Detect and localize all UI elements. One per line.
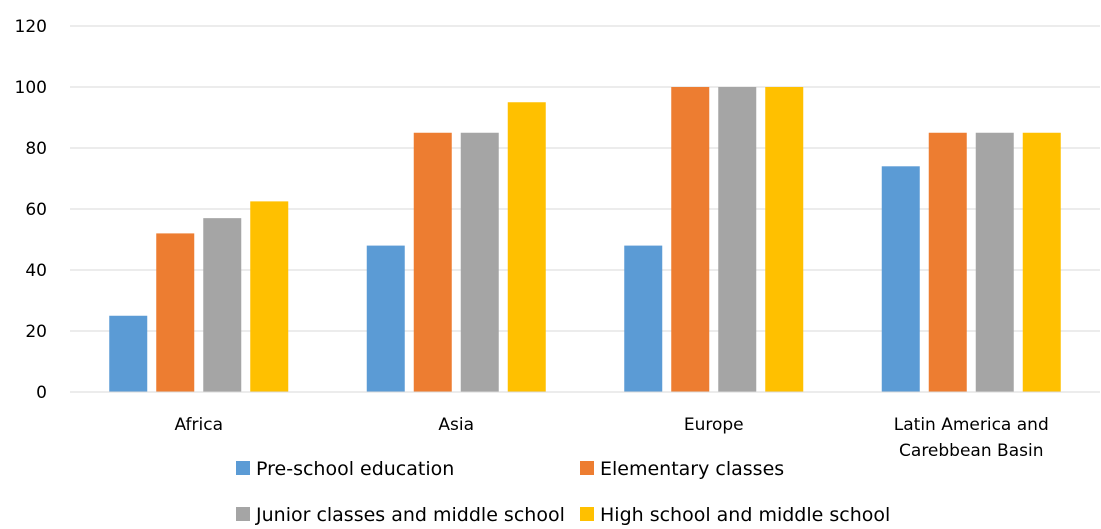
x-category-label: Africa	[175, 415, 224, 435]
legend-label: High school and middle school	[600, 504, 890, 526]
y-axis-tick-labels: 0 20 40 60 80 100 120	[15, 17, 47, 403]
bar	[250, 201, 289, 392]
bar	[507, 102, 546, 392]
legend: Pre-school education Elementary classes Ju…	[236, 458, 890, 526]
y-tick-label: 100	[15, 78, 47, 98]
x-category-label: Europe	[684, 415, 744, 435]
legend-swatch	[580, 461, 594, 475]
bar	[1022, 132, 1061, 392]
bars	[109, 87, 1061, 392]
legend-swatch	[236, 507, 250, 521]
bar	[765, 87, 804, 392]
legend-swatch	[580, 507, 594, 521]
bar	[109, 315, 148, 392]
bar	[203, 218, 242, 392]
x-category-label: Latin America and	[894, 415, 1049, 435]
legend-swatch	[236, 461, 250, 475]
y-tick-label: 0	[36, 383, 47, 403]
bar	[928, 132, 967, 392]
x-category-label: Asia	[438, 415, 474, 435]
bar	[460, 132, 499, 392]
gridlines	[70, 25, 1100, 332]
bar	[975, 132, 1014, 392]
legend-label: Junior classes and middle school	[255, 504, 565, 526]
bar	[881, 166, 920, 392]
y-tick-label: 60	[25, 200, 47, 220]
bar	[671, 87, 710, 392]
bar	[718, 87, 757, 392]
y-tick-label: 80	[25, 139, 47, 159]
legend-label: Elementary classes	[600, 458, 784, 480]
bar	[624, 245, 663, 392]
x-category-label: Carebbean Basin	[899, 441, 1043, 461]
y-tick-label: 40	[25, 261, 47, 281]
y-tick-label: 20	[25, 322, 47, 342]
x-axis-category-labels: Africa Asia Europe Latin America and Carebbe…	[175, 415, 1049, 461]
bar	[413, 132, 452, 392]
legend-label: Pre-school education	[256, 458, 454, 480]
bar	[156, 233, 195, 392]
bar	[366, 245, 405, 392]
y-tick-label: 120	[15, 17, 47, 37]
